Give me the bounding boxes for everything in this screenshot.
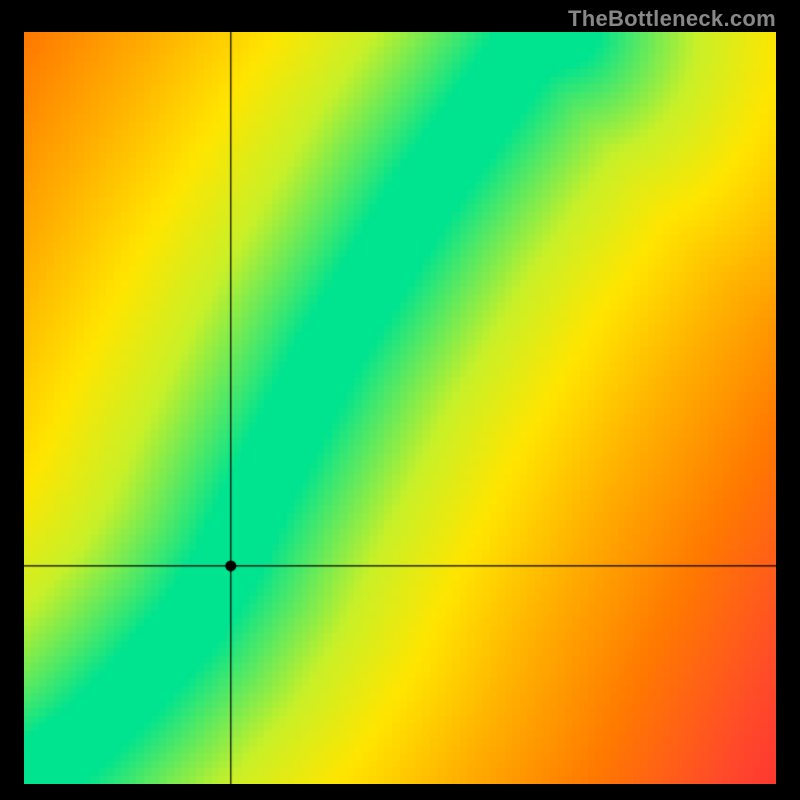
chart-container: TheBottleneck.com <box>0 0 800 800</box>
watermark-text: TheBottleneck.com <box>568 6 776 32</box>
bottleneck-heatmap <box>24 32 776 784</box>
